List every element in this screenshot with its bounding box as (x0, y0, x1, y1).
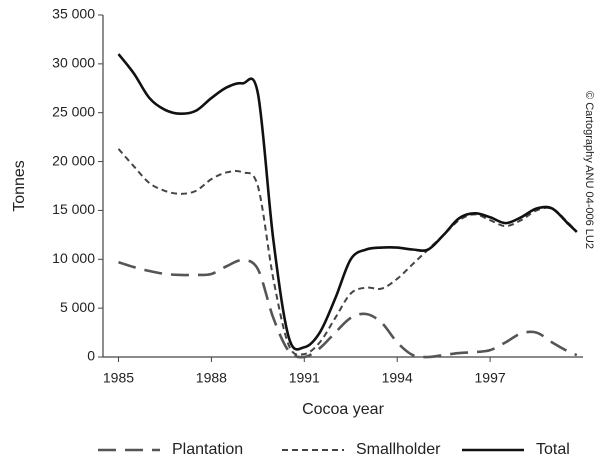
legend-label: Total (536, 441, 570, 458)
y-tick-label: 15 000 (52, 201, 95, 217)
y-tick-label: 25 000 (52, 103, 95, 119)
x-tick-label: 1988 (196, 370, 227, 386)
x-axis-label: Cocoa year (302, 401, 384, 418)
line-series (117, 53, 578, 351)
y-tick-label: 10 000 (52, 250, 95, 266)
legend-label: Plantation (172, 441, 243, 458)
y-axis-label: Tonnes (11, 160, 28, 212)
y-tick-label: 30 000 (52, 55, 95, 71)
y-tick-label: 0 (87, 348, 95, 364)
annotation: © Cartography ANU 04-006 LU2 (583, 91, 595, 249)
x-tick-label: 1985 (103, 370, 134, 386)
line-series (117, 148, 578, 356)
y-tick-label: 35 000 (52, 6, 95, 22)
y-tick-label: 5 000 (60, 299, 95, 315)
x-tick-label: 1997 (475, 370, 506, 386)
x-tick-label: 1994 (382, 370, 413, 386)
line-series (118, 258, 578, 359)
legend-label: Smallholder (356, 441, 441, 458)
y-tick-label: 20 000 (52, 152, 95, 168)
x-tick-label: 1991 (289, 370, 320, 386)
